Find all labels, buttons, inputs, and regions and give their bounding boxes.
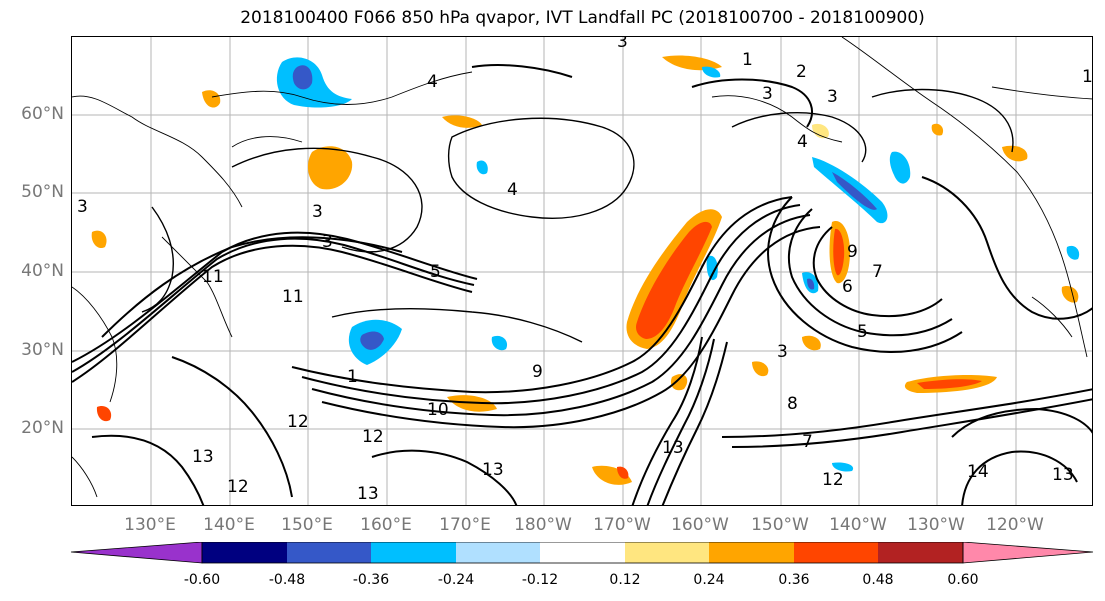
contour-label: 4: [507, 180, 518, 200]
lon-label: 150°E: [281, 515, 333, 535]
contour-label: 3: [617, 37, 628, 52]
contour-label: 4: [427, 72, 438, 92]
colorbar-cell: [371, 542, 456, 563]
contour-label: 13: [1052, 465, 1074, 485]
contour-labels: 3 1 2 3 1 4 3 3 4 3 3 4 5 9 7 6 11 5 3 1…: [77, 37, 1093, 504]
contour-label: 3: [762, 84, 773, 104]
colorbar-cell: [625, 542, 709, 563]
contour-label: 14: [967, 462, 989, 482]
colorbar-cell: [540, 542, 625, 563]
contour-label: 2: [796, 62, 807, 82]
contour-label: 8: [787, 394, 798, 414]
thin-contours: [141, 88, 1014, 343]
colorbar-cell: [202, 542, 287, 563]
contour-label: 12: [287, 412, 309, 432]
colorbar-tick: -0.60: [183, 572, 221, 588]
contour-label: 1: [1082, 67, 1093, 87]
contour-label: 3: [322, 232, 333, 252]
contour-label: 13: [357, 484, 379, 504]
lon-label: 160°W: [671, 515, 729, 535]
contour-label: 11: [202, 267, 224, 287]
colorbar: [70, 542, 1094, 564]
lon-label: 180°W: [514, 515, 572, 535]
lat-label: 50°N: [21, 182, 64, 202]
lon-label: 160°E: [360, 515, 412, 535]
contour-label: 5: [857, 322, 868, 342]
contour-label: 9: [532, 362, 543, 382]
contour-label: 12: [362, 427, 384, 447]
lat-label: 20°N: [21, 418, 64, 438]
contour-label: 1: [742, 50, 753, 70]
ivt-contours: [72, 64, 1092, 505]
colorbar-cell: [709, 542, 794, 563]
colorbar-cell: [287, 542, 371, 563]
colorbar-tick: -0.12: [521, 572, 559, 588]
contour-label: 10: [427, 400, 449, 420]
contour-label: 7: [802, 432, 813, 452]
map-title: 2018100400 F066 850 hPa qvapor, IVT Land…: [240, 8, 925, 28]
lon-label: 150°W: [751, 515, 809, 535]
contour-label: 7: [872, 262, 883, 282]
contour-label: 1: [347, 367, 358, 387]
lon-label: 170°W: [593, 515, 651, 535]
contour-label: 9: [847, 242, 858, 262]
contour-label: 3: [312, 202, 323, 222]
colorbar-cell: [878, 542, 963, 563]
lat-label: 40°N: [21, 261, 64, 281]
colorbar-tick: -0.24: [437, 572, 475, 588]
map-canvas: 3 1 2 3 1 4 3 3 4 3 3 4 5 9 7 6 11 5 3 1…: [72, 37, 1093, 505]
lon-label: 130°E: [124, 515, 176, 535]
contour-label: 5: [430, 262, 441, 282]
gridlines: [72, 37, 1092, 505]
colorbar-cell: [70, 542, 203, 564]
colorbar-cell: [794, 542, 878, 563]
colorbar-cell: [962, 542, 1094, 564]
colorbar-tick: -0.48: [268, 572, 306, 588]
lon-label: 170°E: [439, 515, 491, 535]
map-panel: 3 1 2 3 1 4 3 3 4 3 3 4 5 9 7 6 11 5 3 1…: [71, 36, 1093, 506]
colorbar-cell: [456, 542, 540, 563]
colorbar-tick: 0.36: [778, 572, 810, 588]
coastlines: [72, 37, 1092, 498]
contour-label: 13: [192, 447, 214, 467]
lat-label: 60°N: [21, 104, 64, 124]
colorbar-tick: 0.24: [693, 572, 725, 588]
contour-label: 3: [827, 87, 838, 107]
lon-label: 130°W: [907, 515, 965, 535]
colorbar-tick: 0.48: [862, 572, 894, 588]
contour-label: 3: [777, 342, 788, 362]
contour-label: 11: [282, 287, 304, 307]
contour-label: 6: [842, 277, 853, 297]
contour-label: 4: [797, 132, 808, 152]
lon-label: 140°E: [203, 515, 255, 535]
lon-label: 120°W: [986, 515, 1044, 535]
lat-label: 30°N: [21, 340, 64, 360]
contour-label: 12: [822, 470, 844, 490]
colorbar-tick: 0.60: [947, 572, 979, 588]
contour-label: 13: [662, 438, 684, 458]
colorbar-tick: 0.12: [609, 572, 641, 588]
contour-label: 3: [77, 197, 88, 217]
contour-label: 13: [482, 460, 504, 480]
lon-label: 140°W: [829, 515, 887, 535]
contour-label: 12: [227, 477, 249, 497]
colorbar-tick: -0.36: [352, 572, 390, 588]
